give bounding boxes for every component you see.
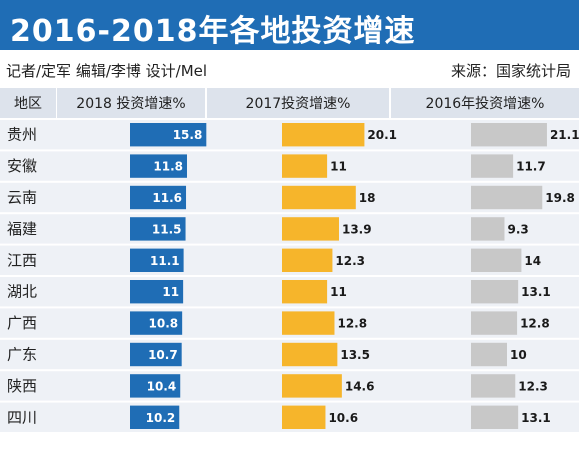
data-label: 12.8 [520, 317, 550, 331]
data-label: 11.5 [152, 222, 182, 236]
bar [471, 280, 519, 304]
header-cell-series [57, 88, 205, 118]
header-cell-region [0, 88, 56, 118]
data-label: 18 [359, 191, 376, 205]
bar [130, 280, 184, 304]
bar [471, 311, 518, 335]
data-label: 11.7 [516, 160, 546, 174]
data-label: 15.8 [173, 128, 203, 142]
data-label: 11.8 [153, 160, 183, 174]
series-header-label: 2016年投资增速% [426, 96, 545, 112]
data-label: 11 [162, 285, 179, 299]
region-label: 贵州 [7, 126, 37, 144]
data-label: 13.1 [521, 285, 551, 299]
region-label: 陕西 [7, 377, 37, 395]
bar [282, 374, 342, 398]
bar [471, 405, 519, 429]
region-label: 湖北 [7, 283, 37, 301]
data-label: 14.6 [345, 379, 375, 393]
data-label: 19.8 [545, 191, 575, 205]
data-label: 11 [330, 160, 347, 174]
data-label: 10.2 [146, 411, 176, 425]
bar [130, 342, 182, 367]
region-label: 安徽 [7, 157, 37, 175]
region-label: 广西 [7, 314, 37, 332]
bar [471, 342, 507, 367]
data-label: 10.6 [328, 411, 358, 425]
bar [471, 248, 522, 272]
bar [282, 154, 328, 178]
data-label: 12.3 [335, 254, 365, 268]
bar [471, 154, 514, 178]
data-label: 14 [524, 254, 541, 268]
bar [282, 185, 356, 210]
data-label: 9.3 [507, 222, 528, 236]
data-label: 11 [330, 285, 347, 299]
bar [282, 342, 338, 367]
chart-title: 2016-2018年各地投资增速 [10, 14, 416, 49]
source-text: 来源：国家统计局 [450, 62, 571, 80]
bar [282, 405, 326, 429]
bar [471, 374, 516, 398]
bar [130, 217, 186, 241]
bar [130, 248, 184, 272]
header-label-region: 地区 [14, 96, 42, 112]
data-label: 13.1 [521, 411, 551, 425]
bar [471, 217, 505, 241]
data-label: 11.6 [152, 191, 182, 205]
data-label: 10 [510, 348, 527, 362]
header-cell-series [391, 88, 579, 118]
region-label: 江西 [7, 251, 37, 269]
series-header-label: 2017投资增速% [246, 96, 351, 112]
bar [130, 123, 207, 147]
data-label: 12.3 [518, 379, 548, 393]
region-label: 广东 [7, 346, 37, 364]
credits-text: 记者/定军 编辑/李博 设计/Mel [6, 62, 208, 80]
title-bar: 2016-2018年各地投资增速 [0, 0, 579, 50]
bar [282, 248, 333, 272]
bar [130, 154, 187, 178]
bar-chart: 地区 2018 投资增速% 2017投资增速% 2016年投资增速% 贵州 15.8 20.… [0, 88, 579, 432]
data-label: 13.9 [342, 222, 372, 236]
bar [130, 374, 181, 398]
data-label: 10.4 [147, 379, 177, 393]
region-label: 云南 [7, 189, 37, 207]
region-label: 福建 [7, 220, 37, 238]
data-label: 21.1 [550, 128, 579, 142]
data-label: 10.8 [149, 317, 179, 331]
region-label: 四川 [7, 408, 37, 426]
data-label: 13.5 [340, 348, 370, 362]
bar [282, 311, 335, 335]
bar [471, 123, 547, 147]
header-cell-series [207, 88, 389, 118]
bar [130, 185, 187, 210]
bar [282, 217, 339, 241]
bar [471, 185, 543, 210]
data-label: 12.8 [337, 317, 367, 331]
bar [282, 123, 365, 147]
data-label: 10.7 [148, 348, 178, 362]
bar [282, 280, 328, 304]
bar [130, 405, 180, 429]
series-header-label: 2018 投资增速% [76, 96, 185, 112]
data-label: 20.1 [367, 128, 397, 142]
data-label: 11.1 [150, 254, 180, 268]
bar [130, 311, 183, 335]
